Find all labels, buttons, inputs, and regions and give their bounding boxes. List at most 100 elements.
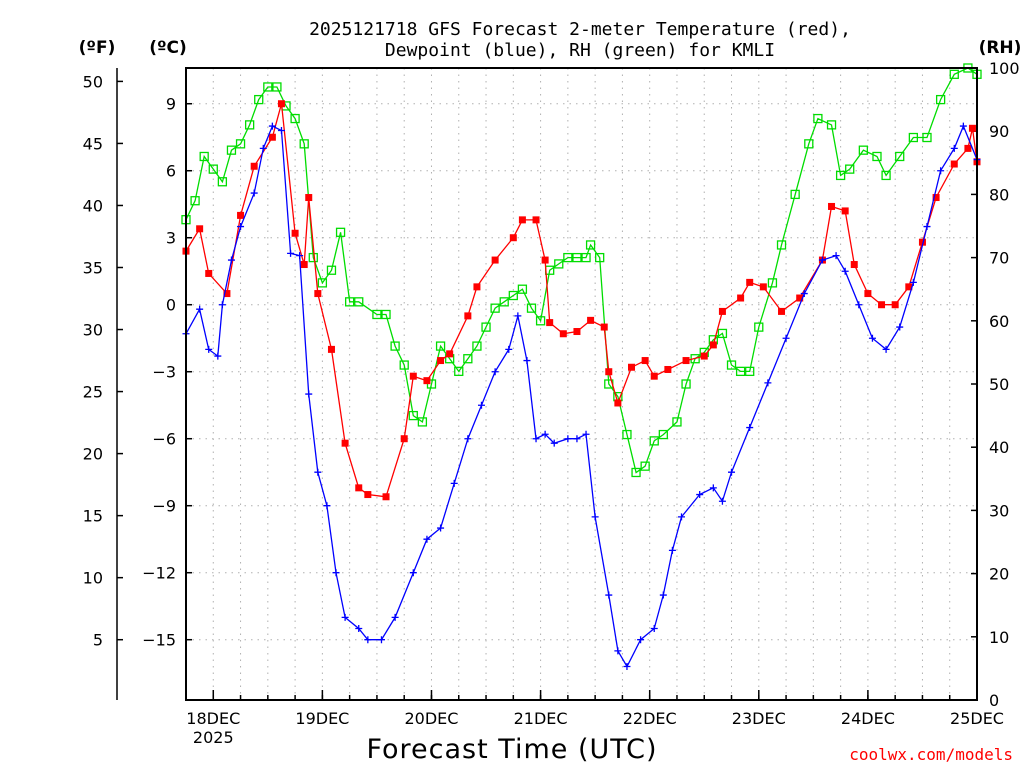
rh-tick-label: 80	[989, 185, 1009, 204]
temperature-point	[841, 207, 849, 215]
rh-tick-label: 40	[989, 438, 1009, 457]
dewpoint-point	[650, 625, 658, 633]
temperature-point	[650, 372, 658, 380]
rh-point	[454, 366, 464, 377]
temperature-point	[355, 484, 363, 492]
gridlines	[186, 68, 977, 700]
dewpoint-point	[841, 267, 849, 275]
rh-unit-label: (RH)	[979, 38, 1022, 58]
temperature-point	[737, 294, 745, 302]
x-tick-label: 25DEC	[950, 709, 1004, 728]
dewpoint-point	[728, 468, 736, 476]
series-line	[185, 67, 978, 474]
fahrenheit-tick-label: 5	[93, 631, 103, 650]
series-2-meter-dewpoint	[182, 122, 981, 671]
dewpoint-point	[605, 591, 613, 599]
rh-point	[658, 429, 668, 440]
rh-point	[472, 341, 482, 351]
rh-point	[563, 252, 573, 263]
dewpoint-point	[205, 345, 213, 353]
celsius-tick-label: 3	[166, 229, 176, 248]
dewpoint-point	[523, 357, 531, 365]
rh-point	[417, 417, 428, 427]
temperature-point	[850, 261, 858, 269]
rh-point	[263, 82, 273, 92]
temperature-point	[196, 225, 204, 233]
dewpoint-point	[614, 647, 622, 655]
rh-point	[254, 94, 264, 105]
site-credit: coolwx.com/models	[849, 745, 1013, 764]
rh-point	[585, 240, 596, 250]
temperature-point	[559, 330, 567, 338]
dewpoint-point	[196, 305, 204, 313]
temperature-point	[709, 341, 717, 349]
rh-point	[226, 145, 237, 155]
temperature-point	[518, 216, 526, 224]
rh-point	[345, 297, 355, 307]
rh-tick-label: 70	[989, 249, 1009, 268]
celsius-tick-label: 0	[166, 296, 176, 315]
chart-title-line2: Dewpoint (blue), RH (green) for KMLI	[385, 40, 775, 61]
temperature-point	[532, 216, 540, 224]
dewpoint-point	[491, 368, 499, 376]
temperature-point	[759, 283, 767, 291]
dewpoint-point	[659, 591, 667, 599]
celsius-tick-label: −9	[152, 497, 176, 516]
rh-tick-label: 10	[989, 628, 1009, 647]
rh-point	[595, 252, 605, 263]
dewpoint-point	[896, 323, 904, 331]
temperature-point	[878, 301, 886, 309]
rh-point	[804, 139, 814, 149]
temperature-point	[950, 160, 958, 168]
dewpoint-point	[505, 345, 513, 353]
temperature-point	[205, 269, 213, 277]
dewpoint-point	[818, 256, 826, 264]
rh-point	[217, 177, 228, 187]
x-tick-label: 23DEC	[732, 709, 786, 728]
rh-point	[554, 259, 564, 269]
rh-point	[572, 252, 582, 263]
dewpoint-point	[923, 223, 931, 231]
rh-point	[354, 297, 364, 307]
rh-tick-label: 50	[989, 375, 1009, 394]
dewpoint-point	[678, 513, 686, 521]
dewpoint-point	[332, 569, 340, 577]
x-tick-label: 21DEC	[514, 709, 568, 728]
dewpoint-point	[623, 663, 631, 671]
dewpoint-point	[237, 223, 245, 231]
rh-tick-label: 100	[989, 59, 1020, 78]
rh-point	[895, 151, 905, 162]
fahrenheit-tick-label: 10	[83, 569, 103, 588]
data-series	[181, 63, 982, 671]
rh-point	[881, 170, 891, 181]
fahrenheit-tick-label: 20	[83, 445, 103, 464]
dewpoint-point	[409, 569, 417, 577]
rh-point	[190, 196, 200, 206]
rh-point	[299, 139, 309, 149]
dewpoint-point	[937, 167, 945, 175]
temperature-point	[605, 368, 613, 376]
rh-point	[435, 341, 446, 351]
dewpoint-point	[668, 546, 676, 554]
temperature-point	[932, 194, 940, 202]
rh-tick-label: 20	[989, 565, 1009, 584]
series-line	[185, 124, 978, 668]
temperature-point	[305, 194, 313, 202]
dewpoint-point	[541, 430, 549, 438]
dewpoint-point	[287, 249, 295, 257]
rh-point	[872, 151, 882, 162]
temperature-point	[446, 350, 454, 358]
dewpoint-point	[532, 435, 540, 443]
x-tick-label: 18DEC	[186, 709, 240, 728]
rh-tick-label: 90	[989, 122, 1009, 141]
x-tick-sublabel: 2025	[193, 728, 234, 747]
x-axis-title: Forecast Time (UTC)	[366, 734, 657, 765]
temperature-point	[778, 307, 786, 315]
fahrenheit-tick-label: 30	[83, 321, 103, 340]
fahrenheit-tick-label: 40	[83, 196, 103, 215]
temperature-point	[700, 352, 708, 360]
temperature-point	[600, 323, 608, 331]
temperature-point	[546, 319, 554, 327]
fahrenheit-tick-label: 15	[83, 507, 103, 526]
rh-point	[526, 303, 537, 313]
